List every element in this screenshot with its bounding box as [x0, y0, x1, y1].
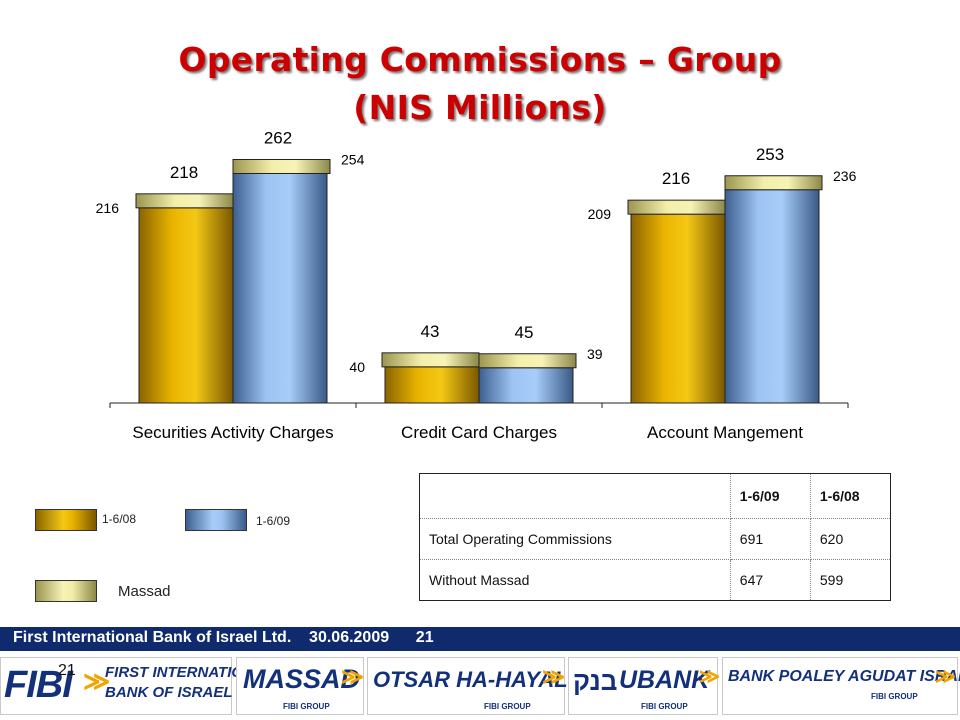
- chart-title-line-2: (NIS Millions): [353, 88, 607, 127]
- otsar-logo-mark: OTSAR HA-HAYAL: [373, 667, 568, 692]
- x-tick-label: Account Mangement: [647, 423, 803, 442]
- data-label-value: 254: [341, 151, 365, 167]
- bar-1-6/09: [232, 172, 328, 404]
- legend-swatch-1-6-09: [185, 509, 247, 531]
- fibi-logo-mark: FIBI: [4, 664, 73, 706]
- legend-swatch-massad: [35, 580, 97, 602]
- ubank-hebrew-mark: בנק: [573, 666, 618, 696]
- ubank-logo: בנק UBANK ≫ FIBI GROUP: [568, 657, 720, 715]
- data-label-total: 253: [756, 145, 784, 164]
- massad-segment: [627, 199, 726, 215]
- fibi-logo-line-1: FIRST INTERNATIONAL: [105, 664, 274, 681]
- page-number: 21: [58, 662, 76, 679]
- fibi-logo-line-2: BANK OF ISRAEL: [105, 684, 233, 701]
- poaley-logo-mark: BANK POALEY AGUDAT ISRAEL: [728, 668, 960, 685]
- data-label-value: 39: [587, 346, 603, 362]
- bar-1-6/08: [138, 207, 234, 404]
- bar-1-6/09: [724, 189, 820, 404]
- ubank-fibi-group: FIBI GROUP: [641, 702, 688, 711]
- data-label-value: 216: [96, 200, 120, 216]
- footer-bar: First International Bank of Israel Ltd. …: [0, 627, 960, 651]
- table-header-row: 1-6/09 1-6/08: [419, 473, 891, 519]
- bar-1-6/08: [384, 366, 480, 404]
- fibi-logo: FIBI ≫ FIRST INTERNATIONAL BANK OF ISRAE…: [0, 657, 274, 715]
- x-tick-label: Securities Activity Charges: [132, 423, 333, 442]
- legend-label-1-6-08: 1-6/08: [102, 512, 137, 526]
- otsar-logo: OTSAR HA-HAYAL ≫ FIBI GROUP: [367, 657, 568, 715]
- chart-title-line-1: Operating Commissions – Group: [178, 40, 782, 79]
- data-label-total: 45: [515, 323, 534, 342]
- table-cell: 599: [819, 572, 844, 588]
- legend-swatch-1-6-08: [35, 509, 97, 531]
- bar-1-6/09: [478, 367, 574, 404]
- table-cell: Total Operating Commissions: [419, 518, 731, 560]
- data-label-value: 236: [833, 168, 857, 184]
- poaley-logo: BANK POALEY AGUDAT ISRAEL ≫ FIBI GROUP: [722, 657, 960, 715]
- massad-segment: [135, 193, 234, 209]
- table-header-cell: 1-6/08: [810, 473, 891, 519]
- table-cell: 647: [730, 559, 811, 601]
- data-label-total: 218: [170, 163, 198, 182]
- table-row: Without Massad 647 599: [419, 559, 891, 601]
- massad-fibi-group: FIBI GROUP: [283, 702, 330, 711]
- data-label-total: 43: [421, 322, 440, 341]
- ubank-logo-mark: UBANK: [619, 666, 710, 694]
- data-label-value: 209: [588, 206, 612, 222]
- swirl-icon: ≫: [83, 666, 111, 696]
- bar-1-6/08: [630, 213, 726, 404]
- table-cell: 691: [730, 518, 811, 560]
- massad-segment: [478, 353, 577, 369]
- swirl-icon: ≫: [341, 664, 365, 689]
- swirl-icon: ≫: [542, 664, 566, 689]
- group-logo-strip: FIBI ≫ FIRST INTERNATIONAL BANK OF ISRAE…: [0, 653, 960, 720]
- table-cell: 620: [810, 518, 891, 560]
- otsar-fibi-group: FIBI GROUP: [484, 702, 531, 711]
- bar-chart: 218 216 262 254 Securities Activity Charges 4…: [96, 130, 857, 442]
- massad-logo: MASSAD ≫ FIBI GROUP: [236, 657, 364, 715]
- poaley-fibi-group: FIBI GROUP: [871, 692, 918, 701]
- data-label-total: 262: [264, 130, 292, 147]
- massad-segment: [724, 175, 823, 191]
- data-label-value: 40: [349, 359, 365, 375]
- footer-text: First International Bank of Israel Ltd. …: [13, 629, 434, 646]
- data-label-total: 216: [662, 169, 690, 188]
- legend-label-massad: Massad: [118, 583, 171, 600]
- massad-logo-mark: MASSAD: [243, 664, 361, 694]
- legend-label-1-6-09: 1-6/09: [256, 514, 291, 528]
- commissions-summary-table: 1-6/09 1-6/08 Total Operating Commission…: [419, 473, 891, 601]
- massad-segment: [232, 158, 331, 174]
- table-header-cell: [419, 473, 731, 519]
- table-cell: Without Massad: [419, 559, 731, 601]
- massad-segment: [381, 352, 480, 368]
- table-header-cell: 1-6/09: [730, 473, 811, 519]
- table-row: Total Operating Commissions 691 620: [419, 518, 891, 560]
- swirl-icon: ≫: [699, 666, 720, 688]
- x-tick-label: Credit Card Charges: [401, 423, 557, 442]
- swirl-icon: ≫: [935, 666, 956, 688]
